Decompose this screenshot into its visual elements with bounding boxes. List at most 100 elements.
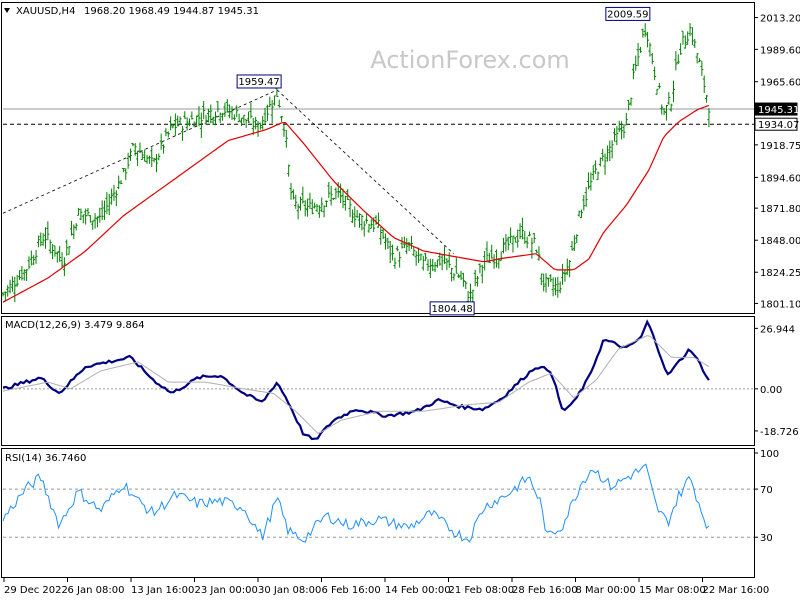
price-bar xyxy=(350,209,354,223)
price-bar xyxy=(461,272,465,287)
price-bar xyxy=(169,116,173,131)
price-bar xyxy=(381,228,385,239)
price-bar xyxy=(273,95,277,106)
price-bar xyxy=(237,113,241,123)
price-bar xyxy=(128,148,132,161)
price-bar xyxy=(150,147,154,167)
price-bar xyxy=(707,107,711,128)
price-bar xyxy=(41,233,45,246)
price-bar xyxy=(206,108,210,123)
price-bar xyxy=(218,112,222,123)
price-bar xyxy=(235,105,239,118)
price-bar xyxy=(313,202,317,209)
price-bar xyxy=(114,190,118,207)
price-bar xyxy=(91,220,95,230)
level-price-tag: 1934.07 xyxy=(754,117,799,131)
price-bar xyxy=(117,175,121,190)
watermark: ActionForex.com xyxy=(370,46,570,74)
price-bar xyxy=(492,254,496,269)
price-bar xyxy=(301,186,305,204)
price-bar xyxy=(369,219,373,229)
price-bar xyxy=(13,276,17,303)
macd-y-tick-label: 26.944 xyxy=(760,324,795,335)
price-bar xyxy=(322,205,326,218)
x-tick-label: 28 Feb 16:00 xyxy=(512,585,578,596)
price-bar xyxy=(77,207,81,216)
price-bar xyxy=(180,126,184,141)
x-tick-label: 8 Mar 00:00 xyxy=(576,585,636,596)
price-bar xyxy=(464,281,468,289)
price-panel xyxy=(1,2,755,314)
price-bar xyxy=(291,189,295,200)
price-bar xyxy=(596,171,600,180)
price-bar xyxy=(60,252,64,268)
price-bar xyxy=(43,227,47,249)
price-bar xyxy=(67,246,71,255)
price-bar xyxy=(282,122,286,137)
price-bar xyxy=(140,151,144,161)
macd-title: MACD(12,26,9) 3.479 9.864 xyxy=(5,320,145,331)
price-bar xyxy=(258,122,262,130)
x-tick-label: 23 Jan 00:00 xyxy=(195,585,258,596)
price-bar xyxy=(598,157,602,167)
price-bar xyxy=(594,160,598,174)
price-bar xyxy=(383,233,387,250)
price-bar xyxy=(431,258,435,272)
price-bar xyxy=(211,116,215,126)
price-bar xyxy=(660,104,664,115)
price-bar xyxy=(317,205,321,218)
price-bar xyxy=(88,214,92,223)
price-bar xyxy=(95,216,99,228)
price-bar xyxy=(398,251,402,268)
x-tick-label: 14 Feb 00:00 xyxy=(385,585,451,596)
price-bar xyxy=(612,128,616,142)
price-bar xyxy=(669,103,673,112)
price-bar xyxy=(440,254,444,271)
price-bar xyxy=(308,192,312,209)
price-bar xyxy=(298,196,302,211)
price-bar xyxy=(223,102,227,118)
price-bar xyxy=(655,88,659,95)
price-bar xyxy=(558,281,562,294)
price-bar xyxy=(426,259,430,271)
price-bar xyxy=(553,277,557,296)
annotation-box xyxy=(236,74,282,89)
macd-signal-line xyxy=(2,335,710,434)
price-bar xyxy=(591,165,595,180)
price-bar xyxy=(610,140,614,159)
price-bar xyxy=(360,214,364,231)
price-bar xyxy=(561,263,565,285)
price-y-tick-label: 1824.25 xyxy=(760,268,800,279)
price-bar xyxy=(164,128,168,137)
price-bar xyxy=(705,94,709,103)
price-bar xyxy=(72,224,76,239)
price-bar xyxy=(608,140,612,162)
price-bar xyxy=(46,221,50,241)
price-bar xyxy=(249,102,253,119)
price-bar xyxy=(438,252,442,266)
macd-panel xyxy=(1,316,755,446)
price-bar xyxy=(388,240,392,264)
price-bar xyxy=(459,270,463,280)
x-tick-label: 6 Feb 16:00 xyxy=(322,585,381,596)
price-bar xyxy=(261,115,265,130)
price-bar xyxy=(695,53,699,64)
price-bar xyxy=(584,186,588,207)
price-bar xyxy=(549,274,553,283)
price-bar xyxy=(405,238,409,255)
price-bar xyxy=(480,264,484,284)
price-bar xyxy=(494,249,498,268)
price-bar xyxy=(697,58,701,63)
price-bar xyxy=(145,154,149,164)
price-bar xyxy=(631,63,635,80)
price-bar xyxy=(587,172,591,190)
price-bar xyxy=(53,245,57,257)
price-bar xyxy=(3,291,7,301)
price-bar xyxy=(568,259,572,278)
collapse-triangle-icon[interactable] xyxy=(4,8,10,13)
price-bar xyxy=(572,235,576,251)
rsi-y-tick-label: 70 xyxy=(760,485,773,496)
x-tick-label: 15 Mar 08:00 xyxy=(639,585,706,596)
price-bar xyxy=(65,239,69,256)
price-bar xyxy=(48,239,52,254)
